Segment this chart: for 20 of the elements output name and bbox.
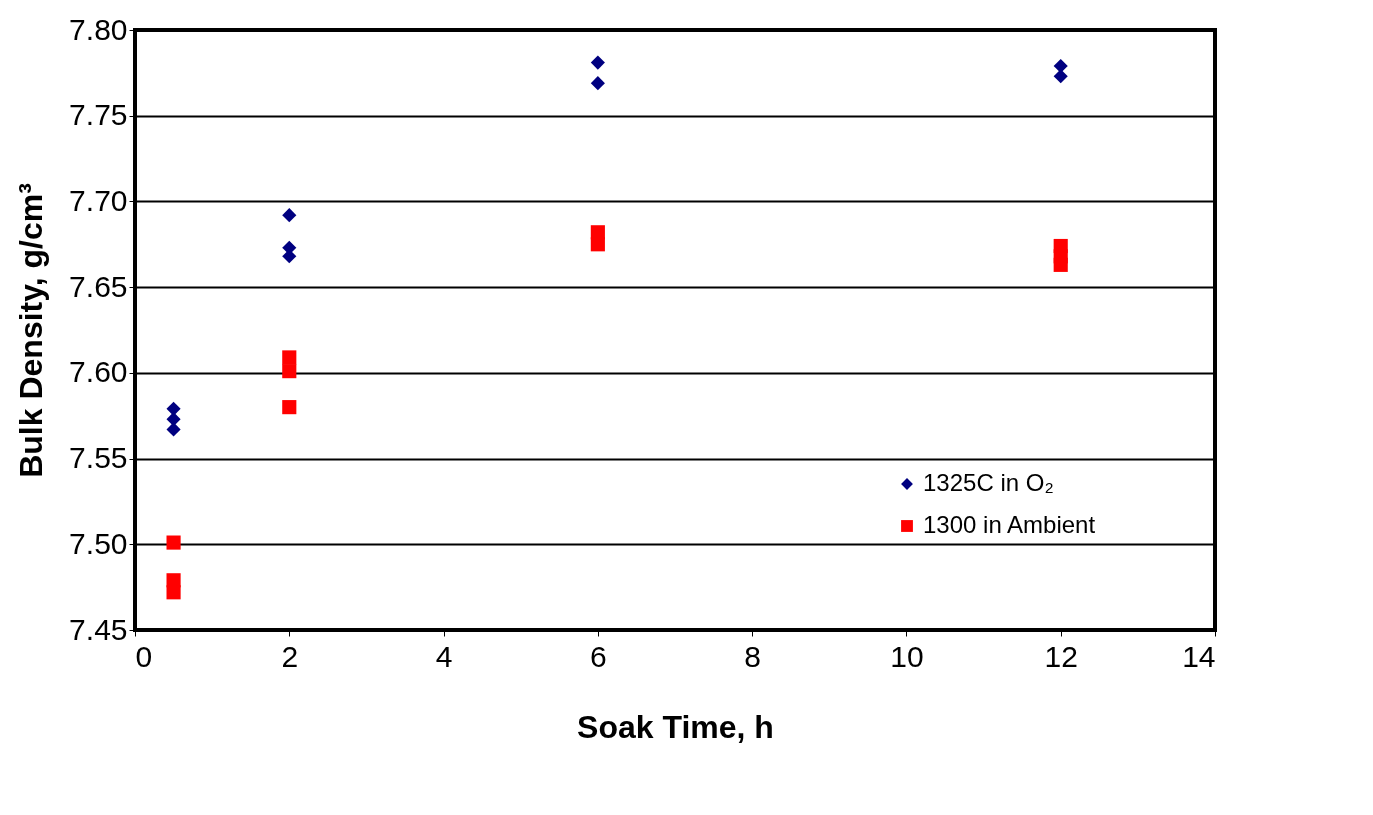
legend-label: 1300 in Ambient [923, 511, 1096, 538]
y-tick-label: 7.60 [69, 355, 128, 389]
x-tick-label: 4 [435, 639, 453, 673]
y-tick-label: 7.55 [69, 441, 128, 475]
x-tick-label: 6 [590, 639, 607, 673]
y-tick-label: 7.45 [69, 612, 128, 646]
y-tick-label: 7.80 [69, 12, 128, 46]
x-tick-label: 12 [1044, 639, 1078, 673]
y-tick-label: 7.65 [69, 269, 128, 303]
x-tick-label: 2 [281, 639, 299, 673]
y-axis-title: Bulk Density, g/cm³ [13, 183, 50, 478]
x-axis-title: Soak Time, h [577, 708, 774, 745]
x-tick-label: 10 [890, 639, 924, 673]
y-tick-label: 7.75 [69, 98, 128, 132]
y-tick-label: 7.50 [69, 526, 128, 560]
y-tick-label: 7.70 [69, 183, 128, 217]
legend-label: 1325C in O₂ [923, 469, 1054, 496]
x-tick-label: 8 [744, 639, 761, 673]
x-tick-label: 14 [1182, 639, 1216, 673]
x-tick-label: 0 [135, 639, 153, 673]
